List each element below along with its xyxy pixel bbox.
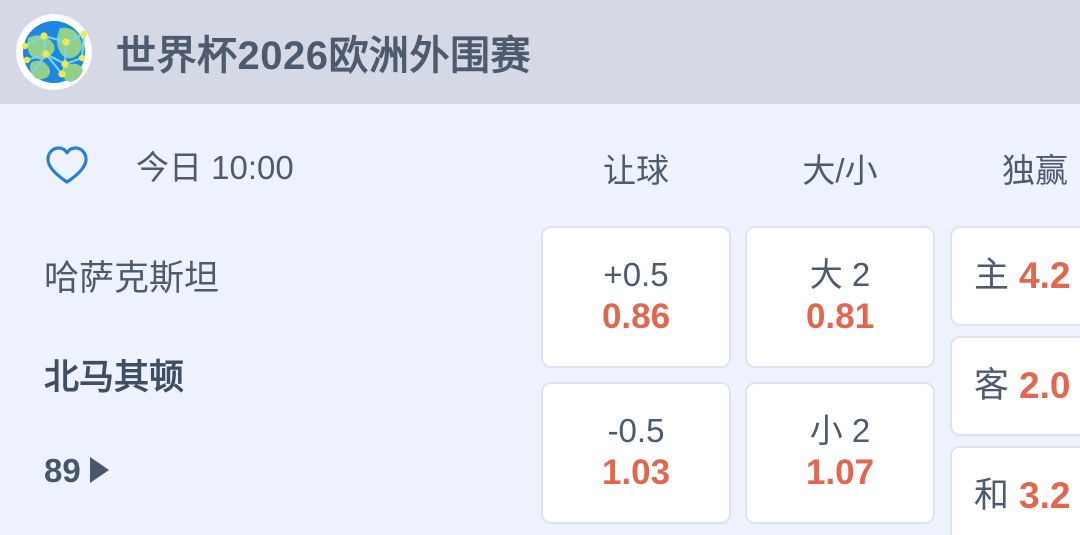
more-markets-count: 89 xyxy=(44,451,81,489)
heart-outline-icon[interactable] xyxy=(44,144,90,186)
odds-line: +0.5 xyxy=(603,256,669,294)
odds-button-home-win[interactable]: 主 4.2 xyxy=(950,226,1080,326)
odds-line: 客 xyxy=(974,365,1010,405)
odds-button-handicap-1[interactable]: +0.5 0.86 xyxy=(541,226,731,368)
odds-value: 0.86 xyxy=(601,296,671,336)
market-column-handicap: 让球 +0.5 0.86 -0.5 1.03 xyxy=(541,104,731,535)
market-column-money-line: 独赢 主 4.2 客 2.0 和 3.2 xyxy=(950,104,1080,535)
odds-value: 2.0 xyxy=(1019,364,1071,406)
away-team-name: 北马其顿 xyxy=(44,358,185,397)
globe-network-icon xyxy=(18,16,90,88)
odds-line: -0.5 xyxy=(607,412,665,450)
odds-value: 4.2 xyxy=(1019,254,1071,296)
odds-value: 1.07 xyxy=(805,452,875,492)
odds-line: 小 2 xyxy=(809,412,871,450)
match-row[interactable]: 今日 10:00 哈萨克斯坦 北马其顿 89 让球 +0.5 0.86 -0.5… xyxy=(0,104,1080,535)
odds-button-over[interactable]: 大 2 0.81 xyxy=(745,226,935,368)
odds-area: 让球 +0.5 0.86 -0.5 1.03 大/小 大 2 0.81 小 xyxy=(540,104,1080,535)
odds-line: 大 2 xyxy=(809,256,871,294)
odds-value: 0.81 xyxy=(805,296,875,336)
odds-button-away-win[interactable]: 客 2.0 xyxy=(950,336,1080,436)
market-header-handicap: 让球 xyxy=(603,152,669,189)
odds-button-handicap-2[interactable]: -0.5 1.03 xyxy=(541,382,731,524)
market-header-over-under: 大/小 xyxy=(802,152,878,189)
league-title: 世界杯2026欧洲外围赛 xyxy=(116,34,531,78)
home-team-name: 哈萨克斯坦 xyxy=(44,259,220,298)
odds-button-under[interactable]: 小 2 1.07 xyxy=(745,382,935,524)
match-info: 今日 10:00 哈萨克斯坦 北马其顿 89 xyxy=(0,104,540,535)
market-header-money-line: 独赢 xyxy=(1002,152,1068,189)
odds-line: 主 xyxy=(974,255,1010,295)
odds-value: 3.2 xyxy=(1019,474,1071,516)
match-time: 今日 10:00 xyxy=(136,149,294,186)
odds-value: 1.03 xyxy=(601,452,671,492)
match-meta: 今日 10:00 xyxy=(44,142,294,188)
triangle-right-icon xyxy=(89,457,109,483)
league-header[interactable]: 世界杯2026欧洲外围赛 xyxy=(0,0,1080,104)
market-column-over-under: 大/小 大 2 0.81 小 2 1.07 xyxy=(745,104,935,535)
more-markets-button[interactable]: 89 xyxy=(44,449,109,491)
odds-button-draw[interactable]: 和 3.2 xyxy=(950,446,1080,535)
odds-line: 和 xyxy=(974,475,1010,515)
